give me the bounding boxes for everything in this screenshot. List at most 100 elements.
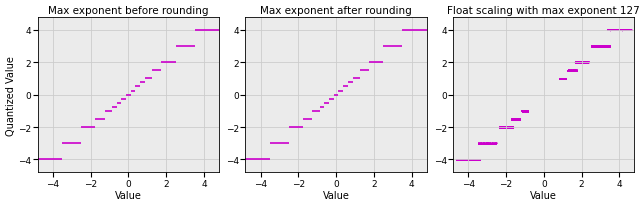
Point xyxy=(591,44,601,48)
Point xyxy=(591,46,601,49)
Point xyxy=(609,29,619,33)
Point xyxy=(583,62,593,65)
Point xyxy=(571,69,581,72)
Point xyxy=(604,45,614,48)
Point xyxy=(506,126,516,129)
Point xyxy=(495,126,506,129)
Point xyxy=(506,126,516,129)
Point xyxy=(566,70,577,73)
Point xyxy=(508,117,518,121)
Point xyxy=(509,117,520,121)
Point xyxy=(559,78,569,81)
Point xyxy=(473,142,483,146)
Point xyxy=(518,109,529,112)
Point xyxy=(495,125,506,129)
Point xyxy=(497,125,507,129)
Point xyxy=(572,70,582,73)
Point xyxy=(567,69,577,72)
Point xyxy=(451,159,461,162)
Point xyxy=(507,126,517,130)
Point xyxy=(555,77,565,80)
Point xyxy=(508,117,518,120)
Point xyxy=(586,46,596,49)
Point xyxy=(476,143,486,146)
Point xyxy=(520,109,531,112)
Point xyxy=(574,61,584,64)
Point xyxy=(575,61,585,64)
Point xyxy=(571,69,581,73)
Point xyxy=(570,69,580,72)
Point xyxy=(564,70,574,73)
Point xyxy=(477,142,487,145)
Point xyxy=(464,159,474,162)
Point xyxy=(568,70,579,73)
Point xyxy=(570,62,580,65)
Point xyxy=(561,78,571,81)
Point xyxy=(556,78,566,81)
Point xyxy=(508,118,518,121)
Point xyxy=(508,118,518,121)
Point xyxy=(475,142,485,145)
Point xyxy=(567,69,577,72)
Point xyxy=(573,62,583,65)
Point xyxy=(559,77,569,80)
Point xyxy=(615,29,625,32)
Point xyxy=(597,45,607,48)
Point xyxy=(522,109,532,112)
Point xyxy=(512,118,522,121)
Point xyxy=(523,109,533,113)
Point xyxy=(465,159,476,162)
Point xyxy=(589,44,600,48)
Point xyxy=(582,61,592,65)
Point xyxy=(510,117,520,121)
Point xyxy=(511,117,522,121)
Point xyxy=(557,77,568,80)
Point xyxy=(464,158,474,162)
Point xyxy=(522,110,532,113)
Point xyxy=(485,142,495,146)
Point xyxy=(561,77,571,80)
Point xyxy=(522,109,532,112)
Point xyxy=(579,62,589,65)
Point xyxy=(508,118,518,121)
Point xyxy=(616,29,626,32)
Point xyxy=(598,45,609,48)
Point xyxy=(574,60,584,64)
Point xyxy=(609,30,619,33)
Point xyxy=(516,110,527,114)
Point xyxy=(517,109,527,112)
Point xyxy=(456,158,467,161)
Point xyxy=(508,126,518,129)
Point xyxy=(507,125,517,128)
Point xyxy=(503,126,513,129)
Point xyxy=(475,141,485,144)
Point xyxy=(517,110,527,113)
Point xyxy=(518,110,529,113)
Point xyxy=(566,69,576,72)
Point xyxy=(561,78,571,81)
Point xyxy=(593,45,603,48)
Point xyxy=(623,30,634,33)
Point xyxy=(475,142,485,145)
Point xyxy=(579,62,589,65)
Point xyxy=(508,117,518,120)
Point xyxy=(571,61,581,64)
Point xyxy=(507,118,517,121)
Point xyxy=(513,118,524,122)
Point xyxy=(563,69,573,73)
Point xyxy=(506,118,516,121)
Point xyxy=(557,77,567,80)
Point xyxy=(507,125,517,129)
Point xyxy=(513,118,524,122)
Point xyxy=(472,158,483,162)
Point xyxy=(516,109,527,113)
Point xyxy=(476,141,486,144)
Point xyxy=(510,118,520,121)
Point xyxy=(505,125,515,129)
Point xyxy=(576,61,586,64)
Point xyxy=(457,158,467,161)
Point xyxy=(502,126,513,130)
Point xyxy=(606,28,616,32)
Point xyxy=(470,158,480,161)
Point xyxy=(582,61,592,65)
